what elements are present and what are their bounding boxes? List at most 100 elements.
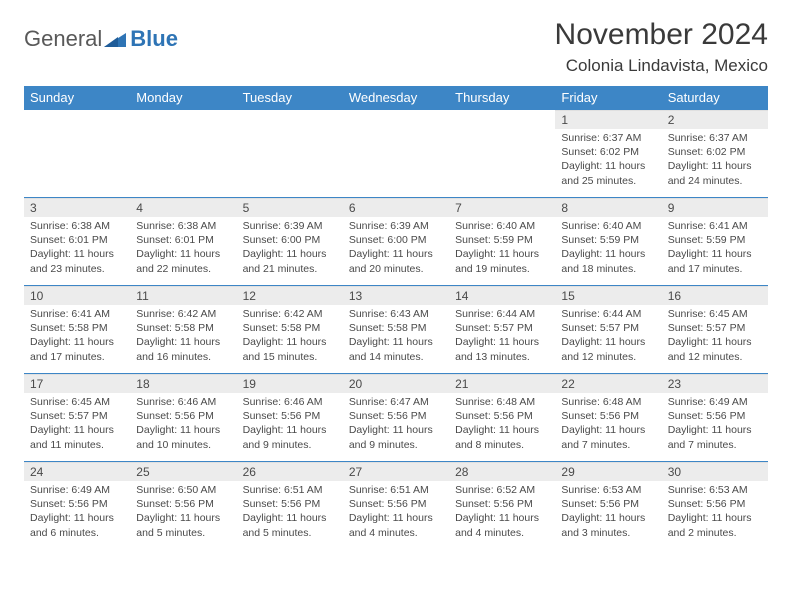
day-body: Sunrise: 6:40 AMSunset: 5:59 PMDaylight:… xyxy=(449,217,555,280)
daylight-text: Daylight: 11 hours and 10 minutes. xyxy=(136,423,230,451)
day-body: Sunrise: 6:39 AMSunset: 6:00 PMDaylight:… xyxy=(237,217,343,280)
day-body: Sunrise: 6:53 AMSunset: 5:56 PMDaylight:… xyxy=(555,481,661,544)
sunrise-text: Sunrise: 6:37 AM xyxy=(668,131,762,145)
day-body: Sunrise: 6:40 AMSunset: 5:59 PMDaylight:… xyxy=(555,217,661,280)
day-body: Sunrise: 6:51 AMSunset: 5:56 PMDaylight:… xyxy=(237,481,343,544)
day-body: Sunrise: 6:44 AMSunset: 5:57 PMDaylight:… xyxy=(449,305,555,368)
calendar-cell: 9Sunrise: 6:41 AMSunset: 5:59 PMDaylight… xyxy=(662,198,768,286)
title-block: November 2024 Colonia Lindavista, Mexico xyxy=(555,18,768,76)
day-number: 29 xyxy=(555,462,661,481)
sunrise-text: Sunrise: 6:53 AM xyxy=(561,483,655,497)
calendar-cell xyxy=(130,110,236,198)
weekday-header: Friday xyxy=(555,86,661,110)
daylight-text: Daylight: 11 hours and 20 minutes. xyxy=(349,247,443,275)
sunset-text: Sunset: 5:56 PM xyxy=(455,409,549,423)
day-number: 22 xyxy=(555,374,661,393)
daylight-text: Daylight: 11 hours and 4 minutes. xyxy=(455,511,549,539)
page-title: November 2024 xyxy=(555,18,768,52)
day-number: 6 xyxy=(343,198,449,217)
day-body: Sunrise: 6:38 AMSunset: 6:01 PMDaylight:… xyxy=(130,217,236,280)
sunset-text: Sunset: 5:56 PM xyxy=(243,409,337,423)
calendar-cell: 28Sunrise: 6:52 AMSunset: 5:56 PMDayligh… xyxy=(449,462,555,550)
sunrise-text: Sunrise: 6:46 AM xyxy=(136,395,230,409)
day-number: 21 xyxy=(449,374,555,393)
day-body: Sunrise: 6:45 AMSunset: 5:57 PMDaylight:… xyxy=(24,393,130,456)
sunrise-text: Sunrise: 6:42 AM xyxy=(243,307,337,321)
calendar-cell: 7Sunrise: 6:40 AMSunset: 5:59 PMDaylight… xyxy=(449,198,555,286)
daylight-text: Daylight: 11 hours and 7 minutes. xyxy=(561,423,655,451)
day-number: 9 xyxy=(662,198,768,217)
calendar-cell: 13Sunrise: 6:43 AMSunset: 5:58 PMDayligh… xyxy=(343,286,449,374)
sunrise-text: Sunrise: 6:44 AM xyxy=(561,307,655,321)
calendar-row: 1Sunrise: 6:37 AMSunset: 6:02 PMDaylight… xyxy=(24,110,768,198)
sunset-text: Sunset: 5:56 PM xyxy=(136,497,230,511)
sunset-text: Sunset: 5:56 PM xyxy=(561,409,655,423)
weekday-header: Monday xyxy=(130,86,236,110)
day-body: Sunrise: 6:41 AMSunset: 5:58 PMDaylight:… xyxy=(24,305,130,368)
day-number: 14 xyxy=(449,286,555,305)
daylight-text: Daylight: 11 hours and 9 minutes. xyxy=(243,423,337,451)
calendar-cell xyxy=(24,110,130,198)
day-number: 17 xyxy=(24,374,130,393)
calendar-cell: 18Sunrise: 6:46 AMSunset: 5:56 PMDayligh… xyxy=(130,374,236,462)
calendar-cell xyxy=(343,110,449,198)
calendar-cell: 4Sunrise: 6:38 AMSunset: 6:01 PMDaylight… xyxy=(130,198,236,286)
sunset-text: Sunset: 5:56 PM xyxy=(455,497,549,511)
calendar-cell: 1Sunrise: 6:37 AMSunset: 6:02 PMDaylight… xyxy=(555,110,661,198)
sunset-text: Sunset: 5:57 PM xyxy=(30,409,124,423)
day-number: 8 xyxy=(555,198,661,217)
sunset-text: Sunset: 5:57 PM xyxy=(455,321,549,335)
sunrise-text: Sunrise: 6:37 AM xyxy=(561,131,655,145)
daylight-text: Daylight: 11 hours and 22 minutes. xyxy=(136,247,230,275)
day-number: 4 xyxy=(130,198,236,217)
day-number: 30 xyxy=(662,462,768,481)
daylight-text: Daylight: 11 hours and 12 minutes. xyxy=(668,335,762,363)
logo: General Blue xyxy=(24,26,178,52)
calendar-cell: 22Sunrise: 6:48 AMSunset: 5:56 PMDayligh… xyxy=(555,374,661,462)
daylight-text: Daylight: 11 hours and 12 minutes. xyxy=(561,335,655,363)
day-body: Sunrise: 6:52 AMSunset: 5:56 PMDaylight:… xyxy=(449,481,555,544)
daylight-text: Daylight: 11 hours and 18 minutes. xyxy=(561,247,655,275)
daylight-text: Daylight: 11 hours and 16 minutes. xyxy=(136,335,230,363)
sunset-text: Sunset: 6:00 PM xyxy=(243,233,337,247)
day-number: 28 xyxy=(449,462,555,481)
daylight-text: Daylight: 11 hours and 2 minutes. xyxy=(668,511,762,539)
daylight-text: Daylight: 11 hours and 7 minutes. xyxy=(668,423,762,451)
calendar-cell: 15Sunrise: 6:44 AMSunset: 5:57 PMDayligh… xyxy=(555,286,661,374)
calendar-cell: 19Sunrise: 6:46 AMSunset: 5:56 PMDayligh… xyxy=(237,374,343,462)
daylight-text: Daylight: 11 hours and 5 minutes. xyxy=(243,511,337,539)
sunset-text: Sunset: 5:56 PM xyxy=(668,497,762,511)
calendar-row: 17Sunrise: 6:45 AMSunset: 5:57 PMDayligh… xyxy=(24,374,768,462)
calendar-cell: 26Sunrise: 6:51 AMSunset: 5:56 PMDayligh… xyxy=(237,462,343,550)
sunrise-text: Sunrise: 6:49 AM xyxy=(668,395,762,409)
sunrise-text: Sunrise: 6:51 AM xyxy=(243,483,337,497)
sunset-text: Sunset: 5:57 PM xyxy=(668,321,762,335)
weekday-header-row: SundayMondayTuesdayWednesdayThursdayFrid… xyxy=(24,86,768,110)
day-number: 5 xyxy=(237,198,343,217)
day-body: Sunrise: 6:42 AMSunset: 5:58 PMDaylight:… xyxy=(237,305,343,368)
weekday-header: Sunday xyxy=(24,86,130,110)
daylight-text: Daylight: 11 hours and 15 minutes. xyxy=(243,335,337,363)
sunrise-text: Sunrise: 6:48 AM xyxy=(455,395,549,409)
sunrise-text: Sunrise: 6:44 AM xyxy=(455,307,549,321)
day-body: Sunrise: 6:45 AMSunset: 5:57 PMDaylight:… xyxy=(662,305,768,368)
sunrise-text: Sunrise: 6:47 AM xyxy=(349,395,443,409)
sunset-text: Sunset: 5:58 PM xyxy=(349,321,443,335)
day-number: 3 xyxy=(24,198,130,217)
sunset-text: Sunset: 5:56 PM xyxy=(243,497,337,511)
sunset-text: Sunset: 5:57 PM xyxy=(561,321,655,335)
weekday-header: Saturday xyxy=(662,86,768,110)
sunrise-text: Sunrise: 6:52 AM xyxy=(455,483,549,497)
daylight-text: Daylight: 11 hours and 23 minutes. xyxy=(30,247,124,275)
daylight-text: Daylight: 11 hours and 4 minutes. xyxy=(349,511,443,539)
sunset-text: Sunset: 5:58 PM xyxy=(243,321,337,335)
weekday-header: Tuesday xyxy=(237,86,343,110)
weekday-header: Thursday xyxy=(449,86,555,110)
daylight-text: Daylight: 11 hours and 14 minutes. xyxy=(349,335,443,363)
day-number: 27 xyxy=(343,462,449,481)
sunset-text: Sunset: 6:00 PM xyxy=(349,233,443,247)
sunrise-text: Sunrise: 6:49 AM xyxy=(30,483,124,497)
sunset-text: Sunset: 5:56 PM xyxy=(561,497,655,511)
day-number: 13 xyxy=(343,286,449,305)
calendar-body: 1Sunrise: 6:37 AMSunset: 6:02 PMDaylight… xyxy=(24,110,768,550)
